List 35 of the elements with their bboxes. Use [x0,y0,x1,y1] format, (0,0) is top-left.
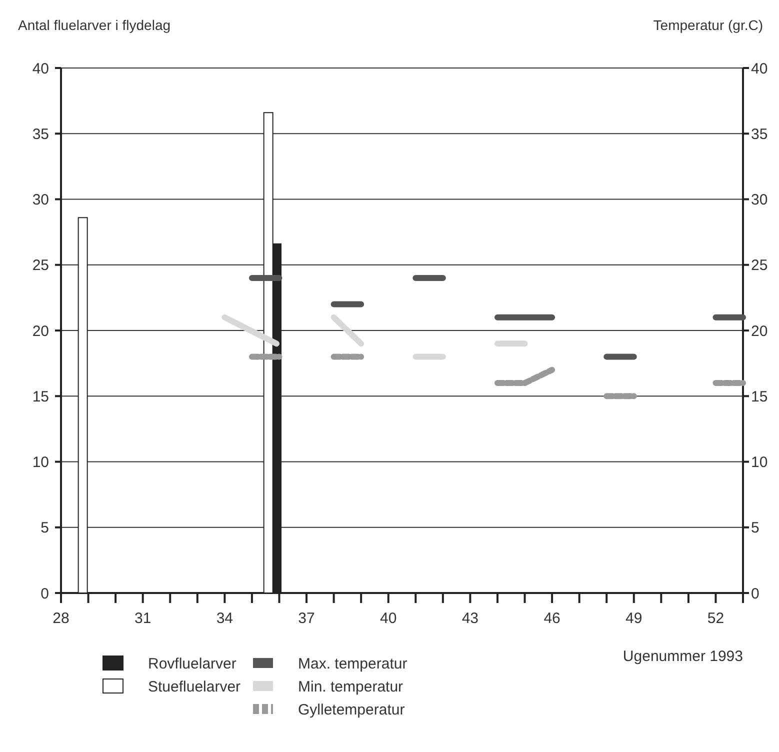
y-tick-label: 35 [32,126,49,143]
y2-axis-title: Temperatur (gr.C) [653,17,763,33]
y-tick-label: 30 [32,192,49,208]
x-tick-label: 43 [462,610,479,627]
y2-tick-label: 20 [751,322,768,340]
x-tick-label: 34 [216,610,234,627]
y2-tick-label: 5 [751,520,760,537]
x-tick-label: 37 [298,610,315,627]
x-tick-label: 52 [707,610,724,627]
y-tick-label: 15 [32,388,49,406]
y2-tick-label: 30 [751,192,768,208]
x-tick-label: 46 [544,610,560,627]
y-tick-label: 20 [32,322,49,340]
y2-tick-label: 40 [751,60,768,78]
y-tick-label: 5 [40,520,49,537]
x-tick-label: 49 [626,610,642,627]
legend-label: Max. temperatur [298,655,408,672]
legend-label: Rovfluelarver [148,655,236,672]
y-tick-label: 0 [40,585,49,602]
y2-tick-label: 35 [751,126,768,143]
x-tick-label: 28 [52,610,70,627]
y-tick-label: 10 [32,454,49,471]
y2-tick-label: 10 [751,454,768,471]
legend-label: Gylletemperatur [298,701,405,718]
y-tick-label: 40 [32,60,49,78]
x-axis-title: Ugenummer 1993 [622,648,743,665]
y2-tick-label: 25 [751,257,768,274]
legend-label: Stuefluelarver [148,678,241,696]
x-tick-label: 31 [134,610,152,627]
y-axis-title: Antal fluelarver i flydelag [18,17,171,33]
x-tick-label: 40 [380,610,397,627]
y2-tick-label: 0 [751,585,760,602]
legend-label: Min. temperatur [298,678,404,696]
y-tick-label: 25 [32,257,49,274]
y2-tick-label: 15 [751,388,768,406]
